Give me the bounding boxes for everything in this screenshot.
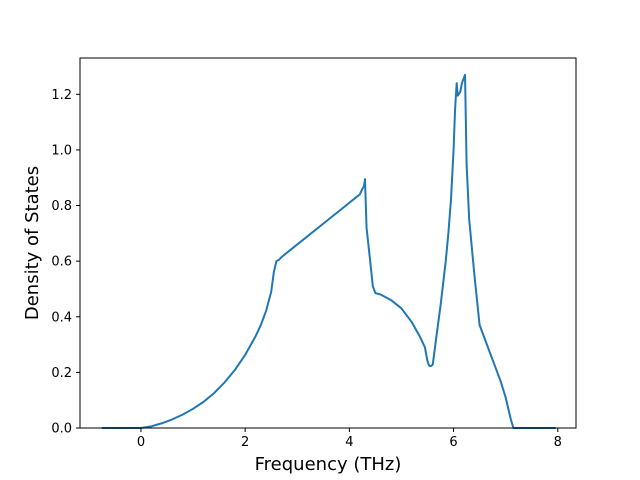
y-tick-label: 1.0 — [51, 143, 72, 158]
series-line-0 — [101, 73, 557, 429]
x-tick-label: 6 — [449, 435, 457, 450]
plot-frame — [79, 57, 577, 429]
x-axis-label: Frequency (THz) — [255, 454, 402, 475]
x-ticks: 0 2 4 6 8 — [137, 428, 562, 450]
x-tick-label: 0 — [137, 435, 145, 450]
y-tick-label: 0.0 — [51, 422, 72, 437]
y-tick-label: 0.8 — [51, 199, 72, 214]
x-tick-label: 8 — [554, 435, 562, 450]
y-tick-label: 0.4 — [51, 310, 72, 325]
y-tick-label: 0.2 — [51, 366, 72, 381]
y-axis-label: Density of States — [22, 166, 43, 320]
x-tick-label: 2 — [241, 435, 249, 450]
plot-series — [101, 73, 557, 429]
y-tick-label: 1.2 — [51, 88, 72, 103]
x-tick-label: 4 — [345, 435, 353, 450]
y-ticks: 0.0 0.2 0.4 0.6 0.8 1.0 1.2 — [51, 88, 80, 437]
y-tick-label: 0.6 — [51, 255, 72, 270]
